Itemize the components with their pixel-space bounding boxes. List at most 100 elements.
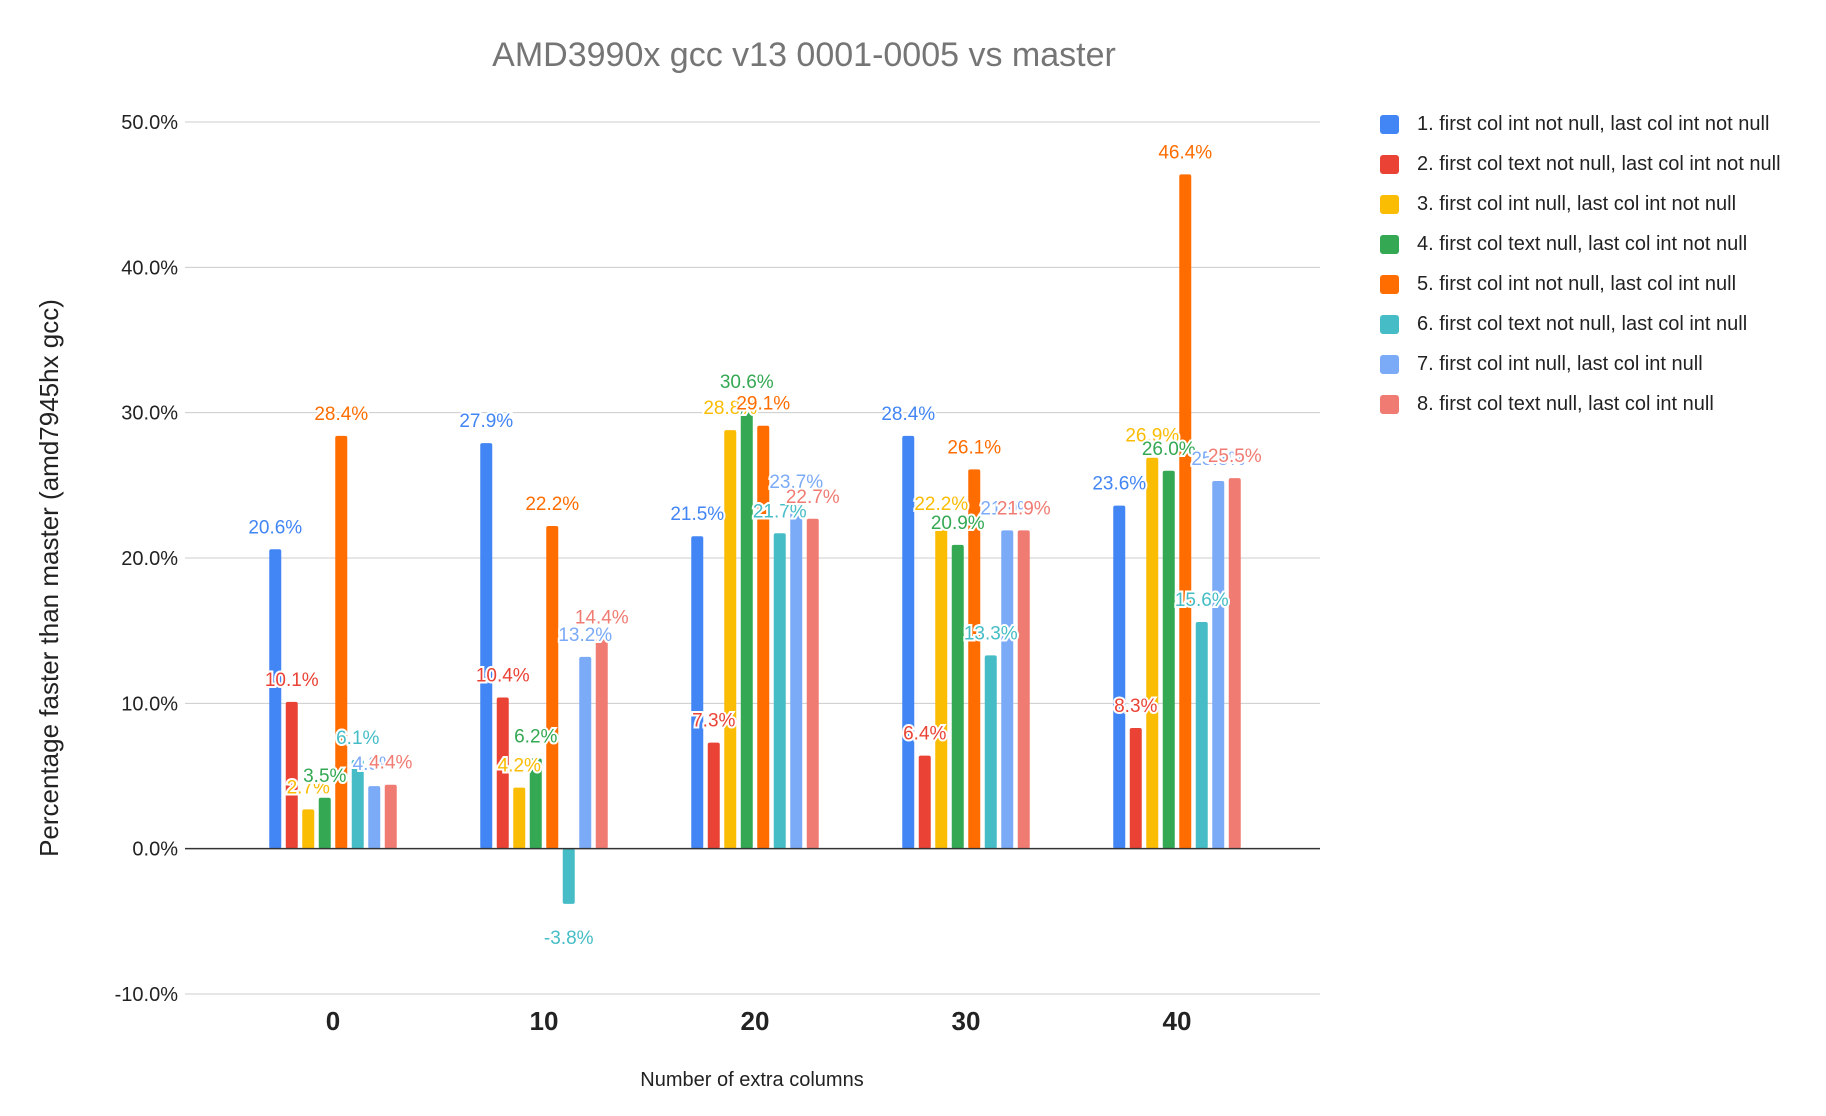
data-label: 23.6% <box>1092 474 1146 495</box>
y-tick-label: 40.0% <box>121 257 178 279</box>
bar <box>285 701 298 849</box>
bar <box>480 443 493 849</box>
bar <box>302 809 315 849</box>
y-tick-label: 20.0% <box>121 548 178 570</box>
bar <box>1162 470 1175 849</box>
bar <box>513 787 526 849</box>
legend-label: 7. first col int null, last col int null <box>1417 352 1703 375</box>
bar <box>1113 505 1126 849</box>
bar <box>546 526 559 849</box>
bars <box>269 174 1241 904</box>
legend-item: 2. first col text not null, last col int… <box>1380 144 1781 184</box>
bar <box>562 848 575 904</box>
legend-label: 6. first col text not null, last col int… <box>1417 312 1748 335</box>
legend-label: 4. first col text null, last col int not… <box>1417 232 1748 255</box>
data-label: 46.4% <box>1158 142 1212 163</box>
data-label: 3.5% <box>303 766 346 787</box>
legend-swatch <box>1380 314 1399 334</box>
chart-title: AMD3990x gcc v13 0001-0005 vs master <box>492 36 1116 74</box>
data-label: 23.7% <box>769 472 823 493</box>
bar <box>740 403 753 849</box>
bar <box>790 504 803 849</box>
x-axis-label: Number of extra columns <box>640 1069 863 1091</box>
data-label: 22.2% <box>525 494 579 515</box>
data-label: 15.6% <box>1175 590 1229 611</box>
data-label: 4.4% <box>369 753 412 774</box>
data-label: 2.7% <box>287 777 330 798</box>
bar <box>368 786 381 849</box>
legend: 1. first col int not null, last col int … <box>1380 104 1781 424</box>
data-label: 30.6% <box>720 372 774 393</box>
legend-swatch <box>1380 114 1399 134</box>
bar <box>757 425 770 849</box>
bar <box>579 656 592 849</box>
data-label: 6.2% <box>514 727 557 748</box>
bar <box>595 639 608 849</box>
y-axis-label: Percentage faster than master (amd7945hx… <box>34 299 64 857</box>
data-label: 28.4% <box>881 404 935 425</box>
data-label: 25.3% <box>1191 449 1245 470</box>
legend-swatch <box>1380 154 1399 174</box>
legend-label: 3. first col int null, last col int not … <box>1417 192 1737 215</box>
bar <box>1146 457 1159 849</box>
bar <box>918 755 931 849</box>
bar <box>951 544 964 849</box>
legend-label: 5. first col int not null, last col int … <box>1417 272 1737 295</box>
bar <box>724 430 737 849</box>
x-tick-label: 10 <box>530 1006 559 1036</box>
data-label: 27.9% <box>459 411 513 432</box>
legend-label: 8. first col text null, last col int nul… <box>1417 392 1714 415</box>
x-axis-ticks: 0 10 20 30 40 <box>326 1006 1192 1036</box>
data-label: 29.1% <box>736 394 790 415</box>
legend-swatch <box>1380 234 1399 254</box>
bar <box>318 797 331 849</box>
bar <box>1212 480 1225 849</box>
y-axis-ticks: -10.0% 0.0% 10.0% 20.0% 30.0% 40.0% 50.0% <box>115 112 179 1006</box>
data-label: 10.1% <box>265 670 319 691</box>
legend-swatch <box>1380 194 1399 214</box>
bar <box>707 742 720 849</box>
data-label: 21.9% <box>980 498 1034 519</box>
legend-swatch <box>1380 354 1399 374</box>
legend-item: 4. first col text null, last col int not… <box>1380 224 1781 264</box>
data-label: 26.0% <box>1142 439 1196 460</box>
data-label: 21.9% <box>997 498 1051 519</box>
bar <box>529 758 542 849</box>
legend-label: 1. first col int not null, last col int … <box>1417 112 1770 135</box>
data-label: 21.5% <box>670 504 724 525</box>
data-label: 4.2% <box>498 756 541 777</box>
data-label: 7.3% <box>692 711 735 732</box>
bar <box>384 784 397 849</box>
y-tick-label: 30.0% <box>121 403 178 425</box>
data-label: 22.7% <box>786 487 840 508</box>
data-label: 10.4% <box>476 666 530 687</box>
legend-item: 6. first col text not null, last col int… <box>1380 304 1781 344</box>
data-label: 22.2% <box>914 494 968 515</box>
legend-item: 3. first col int null, last col int not … <box>1380 184 1781 224</box>
legend-swatch <box>1380 274 1399 294</box>
data-label: -3.8% <box>544 928 594 949</box>
bar <box>902 435 915 849</box>
bar <box>935 526 948 849</box>
bar <box>351 760 364 849</box>
data-label: 28.4% <box>314 404 368 425</box>
data-label: 8.3% <box>1114 696 1157 717</box>
bar <box>984 655 997 849</box>
data-label: 28.8% <box>703 398 757 419</box>
data-label: 26.1% <box>947 437 1001 458</box>
bar <box>1001 530 1014 849</box>
bar <box>269 549 282 849</box>
y-tick-label: -10.0% <box>115 984 179 1006</box>
x-tick-label: 40 <box>1163 1006 1192 1036</box>
legend-label: 2. first col text not null, last col int… <box>1417 152 1781 175</box>
y-tick-label: 50.0% <box>121 112 178 134</box>
bar <box>496 697 509 849</box>
y-tick-label: 0.0% <box>132 839 178 861</box>
bar <box>691 536 704 849</box>
data-label: 25.5% <box>1208 446 1262 467</box>
bar <box>773 533 786 849</box>
bar <box>1017 530 1030 849</box>
data-label: 20.9% <box>931 513 985 534</box>
legend-item: 8. first col text null, last col int nul… <box>1380 384 1781 424</box>
